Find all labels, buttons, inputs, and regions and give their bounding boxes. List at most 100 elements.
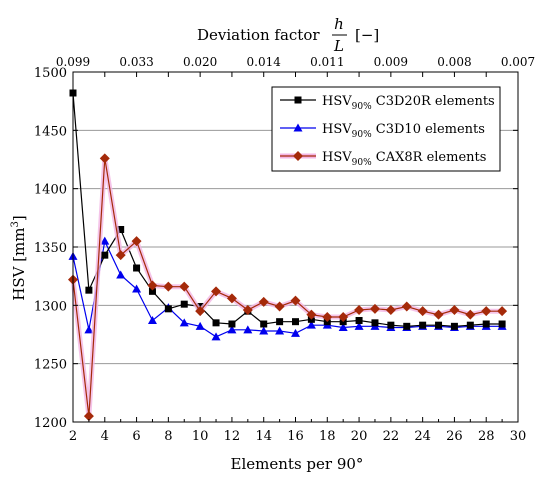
data-point [227, 325, 237, 334]
legend-label: HSV90% C3D10 elements [322, 122, 485, 140]
data-point [482, 320, 490, 328]
y-axis-label-sup: 3 [10, 221, 21, 227]
data-point [274, 301, 285, 312]
data-point [211, 286, 222, 297]
data-point [401, 301, 412, 312]
top-axis-frac-num: h [334, 15, 344, 33]
series-line [72, 239, 503, 338]
data-point [417, 306, 428, 317]
svg-text:HSV [mm3]: HSV [mm3] [10, 215, 28, 301]
top-tick-label: 0.011 [310, 55, 344, 69]
legend-label: HSV90% CAX8R elements [322, 150, 486, 168]
x-tick-label: 6 [132, 429, 140, 444]
series-diamond [68, 153, 508, 422]
data-point [291, 328, 300, 337]
y-tick-label: 1450 [34, 124, 67, 139]
x-tick-label: 16 [287, 429, 304, 444]
data-point [419, 321, 427, 329]
legend-entry-square: HSV90% C3D20R elements [280, 94, 495, 112]
data-point [179, 281, 190, 292]
legend-entry-triangle: HSV90% C3D10 elements [280, 122, 485, 140]
data-point [481, 306, 492, 317]
top-tick-label: 0.099 [56, 55, 90, 69]
data-point [371, 319, 379, 327]
x-tick-label: 30 [510, 429, 527, 444]
top-axis-frac-den: L [333, 37, 344, 55]
x-tick-label: 18 [319, 429, 336, 444]
data-point [179, 318, 189, 327]
y-axis-label-close: ] [10, 215, 28, 221]
data-point [435, 321, 443, 329]
data-point [465, 309, 476, 320]
data-point [306, 320, 316, 329]
x-tick-label: 2 [69, 429, 77, 444]
y-tick-label: 1400 [34, 183, 67, 198]
data-point [497, 306, 508, 317]
data-point [242, 305, 253, 315]
data-point [147, 316, 157, 324]
x-tick-label: 14 [255, 429, 272, 444]
data-point [354, 305, 365, 315]
top-tick-label: 0.033 [119, 55, 153, 69]
data-point [338, 312, 349, 322]
y-axis-label: HSV [mm3] [10, 215, 28, 301]
data-point [131, 236, 142, 247]
data-point [260, 320, 268, 328]
top-axis-title-suffix: [−] [355, 26, 379, 44]
data-point [180, 300, 188, 308]
data-point [115, 250, 126, 261]
data-point [306, 309, 317, 320]
y-tick-label: 1200 [34, 416, 67, 431]
series-layer [68, 89, 508, 422]
data-point [338, 323, 348, 331]
y-tick-label: 1350 [34, 241, 67, 256]
y-tick-label: 1250 [34, 358, 67, 373]
data-point [164, 305, 172, 313]
data-point [195, 306, 206, 317]
data-point [212, 319, 220, 327]
data-point [354, 321, 364, 330]
data-point [387, 321, 395, 329]
data-point [84, 325, 94, 334]
y-axis-label-main: HSV [mm [10, 227, 28, 300]
data-point [226, 293, 237, 304]
x-tick-label: 22 [383, 429, 400, 444]
legend-entry-diamond: HSV90% CAX8R elements [280, 150, 486, 168]
data-point [132, 284, 142, 293]
legend: HSV90% C3D20R elements HSV90% C3D10 eleme… [271, 86, 501, 172]
data-point [258, 296, 269, 307]
legend-marker [293, 123, 303, 132]
data-point [403, 322, 411, 330]
top-tick-label: 0.009 [374, 55, 408, 69]
data-point [450, 322, 458, 330]
data-point [449, 305, 460, 315]
series-line [72, 158, 503, 417]
legend-label: HSV90% C3D20R elements [322, 94, 495, 112]
x-tick-label: 12 [224, 429, 241, 444]
data-point [133, 264, 141, 272]
top-tick-label: 0.020 [183, 55, 217, 69]
x-tick-label: 20 [351, 429, 368, 444]
x-tick-label: 26 [446, 429, 463, 444]
data-point [195, 321, 205, 330]
data-point [83, 411, 94, 422]
data-point [228, 320, 236, 328]
series-line [72, 92, 503, 327]
data-point [322, 312, 333, 322]
data-point [466, 321, 474, 329]
data-point [100, 236, 110, 245]
data-point [163, 281, 174, 292]
x-tick-label: 4 [101, 429, 109, 444]
data-point [116, 270, 126, 279]
data-point [99, 153, 110, 164]
top-tick-label: 0.007 [501, 55, 535, 69]
top-axis-title-prefix: Deviation factor [197, 26, 320, 44]
data-point [292, 318, 299, 326]
data-point [369, 303, 380, 314]
legend-marker [293, 151, 303, 161]
data-point [147, 280, 158, 291]
y-tick-label: 1300 [34, 299, 67, 314]
data-point [433, 309, 444, 320]
data-point [355, 317, 363, 324]
